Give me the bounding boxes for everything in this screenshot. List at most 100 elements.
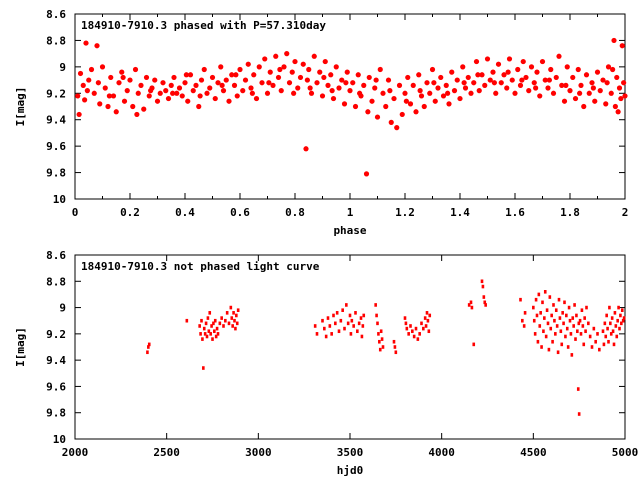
data-point — [427, 329, 431, 334]
data-point — [521, 318, 524, 323]
data-point — [532, 318, 536, 323]
x-axis-label: hjd0 — [337, 464, 364, 477]
data-point — [506, 56, 513, 62]
data-point — [328, 324, 332, 328]
data-point — [176, 85, 183, 91]
data-point — [240, 88, 246, 94]
data-point — [615, 334, 619, 339]
data-point — [505, 69, 511, 75]
data-point — [83, 40, 89, 46]
data-point — [565, 326, 569, 331]
data-point — [233, 318, 236, 323]
y-tick-label: 9.6 — [46, 140, 66, 153]
chart-title: 184910-7910.3 not phased light curve — [81, 260, 320, 273]
data-point — [483, 300, 487, 305]
data-point — [213, 329, 216, 334]
data-point — [537, 93, 543, 99]
data-point — [209, 332, 212, 336]
data-point — [542, 329, 545, 334]
data-point — [383, 103, 389, 110]
data-point — [267, 69, 273, 75]
unphased-light-curve-chart: 2000 2500 3000 3500 4000 4500 5000 8.6 8.8 9 9.2 9.… — [14, 249, 638, 477]
data-point — [391, 95, 397, 102]
data-point — [237, 66, 243, 73]
data-point — [403, 98, 409, 104]
data-point — [315, 332, 319, 336]
data-point — [326, 316, 330, 320]
data-point — [212, 321, 215, 326]
data-point — [218, 321, 222, 326]
x-tick-label: 2500 — [153, 446, 180, 459]
data-point — [198, 77, 205, 83]
data-point — [446, 101, 452, 107]
data-point — [229, 72, 235, 78]
data-point — [199, 332, 202, 336]
data-point — [614, 324, 618, 328]
data-point — [577, 90, 583, 96]
data-point — [405, 74, 411, 81]
data-point — [197, 93, 203, 99]
data-point — [341, 308, 344, 312]
data-point — [242, 77, 249, 83]
data-point — [110, 93, 117, 99]
data-point — [256, 64, 262, 70]
data-point — [220, 316, 223, 320]
data-point — [147, 342, 151, 347]
data-point — [208, 311, 212, 315]
y-tick-label: 10 — [53, 193, 66, 206]
data-point — [467, 303, 471, 307]
data-point — [289, 69, 295, 75]
data-point — [212, 95, 218, 102]
data-point — [587, 321, 590, 326]
data-point — [471, 80, 477, 86]
data-point — [227, 321, 231, 326]
data-point — [615, 109, 621, 115]
data-point — [220, 88, 227, 94]
data-point — [574, 337, 577, 341]
data-point — [369, 98, 375, 104]
data-point — [190, 88, 196, 94]
data-point — [375, 313, 378, 318]
data-point — [108, 74, 114, 81]
data-point — [376, 321, 379, 326]
data-point — [86, 77, 92, 83]
x-tick-label: 1.6 — [505, 206, 525, 219]
data-point — [620, 308, 624, 312]
data-point — [405, 326, 409, 331]
data-point — [586, 90, 592, 96]
data-point — [570, 74, 576, 81]
data-point — [179, 93, 185, 99]
data-point — [558, 316, 562, 320]
data-point — [402, 90, 408, 96]
x-tick-label: 1.4 — [450, 206, 470, 219]
data-point — [460, 64, 466, 70]
data-point — [336, 85, 342, 91]
data-point — [218, 64, 224, 70]
data-point — [394, 125, 400, 131]
x-tick-label: 4500 — [520, 446, 547, 459]
data-point — [281, 64, 287, 70]
data-point — [76, 111, 82, 118]
data-point — [616, 318, 619, 323]
data-point — [535, 313, 539, 318]
data-point — [171, 74, 177, 81]
data-point — [308, 90, 315, 96]
data-point — [303, 146, 309, 152]
data-point — [594, 69, 601, 75]
data-point — [113, 109, 119, 115]
data-point — [381, 345, 385, 349]
data-point — [479, 72, 485, 78]
data-point — [88, 66, 95, 73]
data-point — [547, 347, 551, 352]
data-point — [321, 74, 327, 81]
data-point — [300, 61, 306, 67]
data-point — [215, 80, 221, 86]
data-point — [407, 332, 410, 336]
data-point — [130, 103, 136, 110]
data-point — [555, 324, 559, 328]
data-point — [84, 88, 90, 94]
data-point — [295, 85, 301, 91]
data-point — [207, 329, 211, 334]
data-point — [435, 85, 441, 91]
y-tick-label: 8.6 — [46, 249, 66, 262]
